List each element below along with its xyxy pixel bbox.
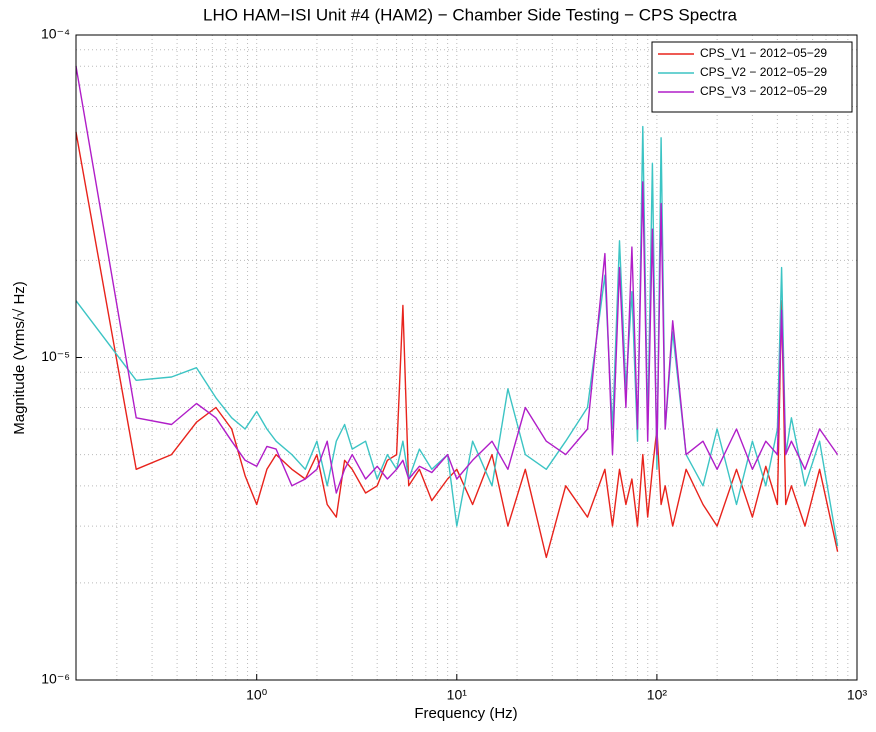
- x-tick-label: 10¹: [447, 687, 468, 703]
- legend-label: CPS_V1 − 2012−05−29: [700, 46, 827, 60]
- x-axis-label: Frequency (Hz): [414, 705, 517, 722]
- legend: CPS_V1 − 2012−05−29 CPS_V2 − 2012−05−29 CP…: [651, 41, 853, 113]
- chart-title: LHO HAM−ISI Unit #4 (HAM2) − Chamber Sid…: [203, 5, 738, 24]
- y-tick-label: 10⁻⁴: [41, 26, 70, 42]
- y-tick-label: 10⁻⁵: [41, 348, 70, 364]
- x-tick-label: 10³: [847, 687, 868, 703]
- y-axis-label: Magnitude (Vrms/√ Hz): [11, 281, 28, 435]
- series-line: [75, 131, 839, 559]
- series-line: [75, 66, 839, 494]
- x-tick-label: 10⁰: [246, 687, 268, 703]
- y-tick-label: 10⁻⁶: [41, 671, 70, 687]
- plot-frame: [75, 34, 858, 681]
- legend-label: CPS_V2 − 2012−05−29: [700, 65, 827, 79]
- x-tick-label: 10²: [647, 687, 668, 703]
- series-line: [75, 125, 839, 547]
- legend-label: CPS_V3 − 2012−05−29: [700, 84, 827, 98]
